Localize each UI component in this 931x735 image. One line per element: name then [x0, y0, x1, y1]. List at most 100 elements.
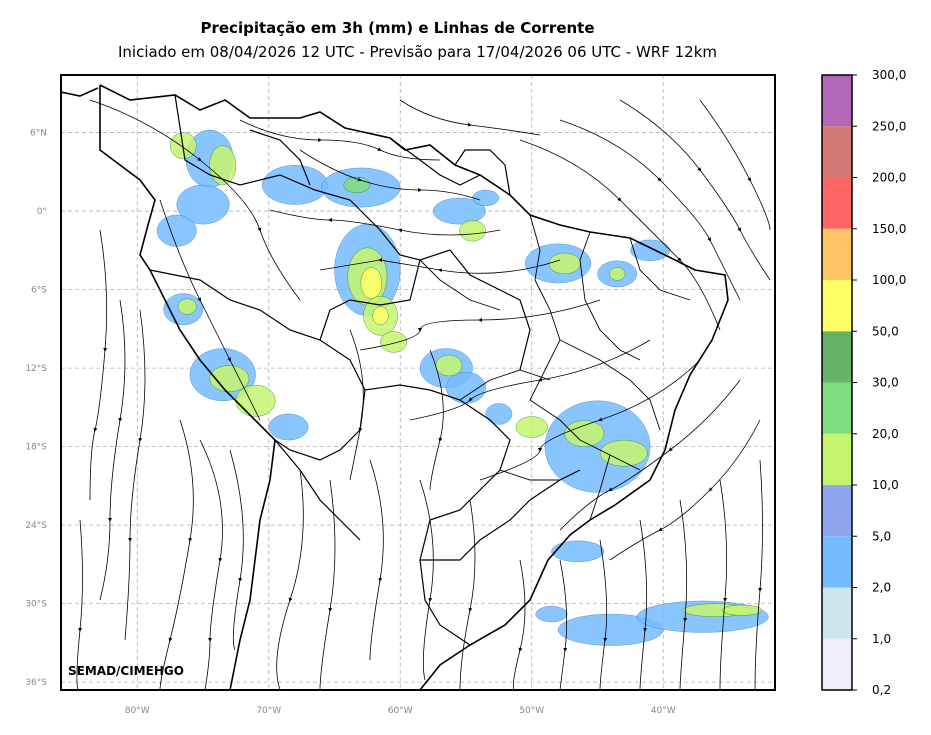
colorbar-segment — [822, 280, 852, 332]
precip-cell — [177, 298, 197, 315]
colorbar-label: 0,2 — [872, 683, 891, 697]
colorbar-segment — [822, 587, 852, 639]
streamline — [199, 439, 223, 690]
streamline — [299, 149, 481, 201]
streamline — [99, 299, 126, 601]
lon-tick-label: 70°W — [256, 706, 281, 716]
streamlines-layer — [76, 99, 771, 690]
credit-label: SEMAD/CIMEHGO — [68, 664, 184, 678]
streamline — [159, 419, 194, 690]
streamline — [89, 99, 301, 301]
colorbar-label: 10,0 — [872, 478, 899, 492]
colorbar-label: 250,0 — [872, 119, 906, 133]
colorbar-segment — [822, 638, 852, 690]
streamline — [719, 479, 728, 690]
precip-cell — [472, 189, 500, 207]
colorbar-segment — [822, 331, 852, 383]
streamline — [559, 559, 568, 690]
lat-tick-label: 18°S — [25, 443, 47, 453]
precip-cell — [485, 403, 513, 425]
colorbar-label: 20,0 — [872, 427, 899, 441]
colorbar-segment — [822, 536, 852, 588]
precip-cell — [722, 604, 763, 616]
colorbar-segment — [822, 177, 852, 229]
precip-cell — [268, 413, 309, 441]
colorbar: 0,2 1,0 2,0 5,0 10,0 20,0 30,0 50,0 100,0 150,0 20… — [821, 68, 906, 697]
streamline — [229, 449, 244, 651]
central-america-coastline — [61, 87, 99, 97]
streamline — [459, 499, 476, 690]
precip-cell — [435, 354, 463, 377]
colorbar-label: 100,0 — [872, 273, 906, 287]
lon-tick-label: 50°W — [519, 706, 544, 716]
precip-cell — [459, 220, 486, 242]
streamline — [619, 99, 771, 281]
streamline — [359, 299, 601, 351]
colorbar-segment — [822, 382, 852, 434]
precip-cell — [360, 267, 383, 299]
precip-cell — [446, 371, 486, 404]
lat-tick-label: 0° — [37, 207, 47, 217]
precip-cell — [209, 365, 250, 392]
streamline — [124, 309, 146, 641]
streamline — [609, 419, 761, 561]
colorbar-label: 30,0 — [872, 376, 899, 390]
streamline — [599, 539, 608, 690]
precip-cell — [551, 540, 605, 562]
precip-cell — [557, 613, 664, 646]
streamline — [76, 519, 83, 690]
lat-tick-label: 6°S — [31, 286, 47, 296]
precip-cell — [609, 267, 626, 281]
colorbar-segment — [822, 228, 852, 280]
streamline — [512, 559, 526, 690]
chart-subtitle: Iniciado em 08/04/2026 12 UTC - Previsão… — [117, 43, 718, 61]
colorbar-segment — [822, 75, 852, 127]
precip-cell — [515, 416, 548, 438]
lat-tick-label: 12°S — [25, 364, 47, 374]
colorbar-label: 300,0 — [872, 68, 906, 82]
streamline — [159, 199, 261, 421]
streamline — [89, 229, 108, 501]
precip-cell — [535, 606, 568, 623]
streamline — [276, 469, 304, 690]
chart-title: Precipitação em 3h (mm) e Linhas de Corr… — [200, 19, 595, 37]
lat-tick-label: 6°N — [30, 129, 47, 139]
streamline — [699, 99, 771, 231]
colorbar-label: 200,0 — [872, 171, 906, 185]
plot-frame — [60, 74, 776, 691]
streamline — [559, 379, 741, 531]
streamline — [754, 459, 763, 690]
lon-tick-label: 80°W — [125, 706, 150, 716]
colorbar-label: 50,0 — [872, 324, 899, 338]
colorbar-label: 5,0 — [872, 529, 891, 543]
streamline — [419, 479, 434, 681]
precip-cell — [372, 306, 389, 326]
streamline — [319, 258, 561, 274]
streamline — [399, 99, 541, 136]
colorbar-segment — [822, 126, 852, 178]
lon-tick-label: 60°W — [388, 706, 413, 716]
streamline — [479, 359, 701, 481]
precip-cell — [380, 331, 408, 353]
streamline — [639, 519, 648, 690]
precip-cell — [432, 197, 486, 225]
precip-cell — [548, 252, 581, 275]
lon-tick-label: 40°W — [651, 706, 676, 716]
lat-tick-label: 36°S — [25, 678, 47, 688]
colorbar-segment — [822, 485, 852, 537]
streamline — [559, 119, 741, 301]
colorbar-label: 150,0 — [872, 222, 906, 236]
state-borders — [419, 214, 691, 521]
colorbar-label: 1,0 — [872, 632, 891, 646]
precip-cell — [261, 165, 329, 205]
coastlines-and-borders — [61, 84, 729, 690]
plot-background — [61, 75, 775, 690]
lat-tick-label: 24°S — [25, 521, 47, 531]
country-borders — [149, 94, 581, 646]
precip-cell — [156, 214, 197, 247]
axis-labels: 6°N 0° 6°S 12°S 18°S 24°S 30°S 36°S 80°W 70°W 60°W… — [25, 129, 675, 716]
streamline — [369, 459, 384, 661]
precip-cell — [564, 420, 605, 447]
streamline — [429, 349, 444, 491]
